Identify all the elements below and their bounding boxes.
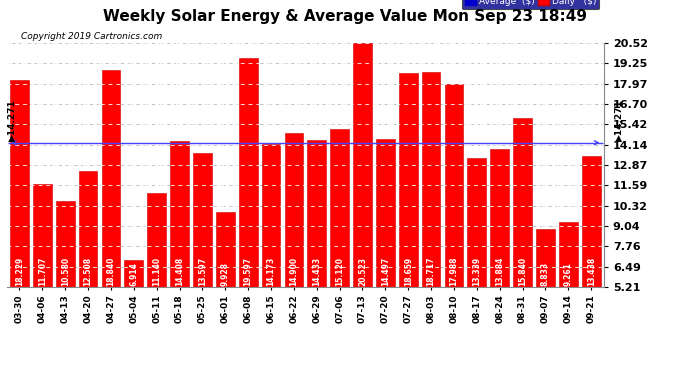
Bar <box>124 260 144 287</box>
Text: 11.140: 11.140 <box>152 256 161 286</box>
Bar <box>216 212 235 287</box>
Text: 18.659: 18.659 <box>404 256 413 286</box>
Text: 11.707: 11.707 <box>38 256 47 286</box>
Bar <box>79 171 97 287</box>
Bar <box>284 133 304 287</box>
Bar <box>491 149 509 287</box>
Text: 13.438: 13.438 <box>586 256 595 286</box>
Bar <box>331 129 349 287</box>
Bar <box>101 70 120 287</box>
Text: 18.229: 18.229 <box>15 256 24 286</box>
Text: Copyright 2019 Cartronics.com: Copyright 2019 Cartronics.com <box>21 32 162 41</box>
Text: 17.988: 17.988 <box>449 256 458 286</box>
Text: 14.408: 14.408 <box>175 256 184 286</box>
Bar <box>262 144 280 287</box>
Bar <box>444 84 464 287</box>
Bar <box>467 158 486 287</box>
Text: 13.339: 13.339 <box>473 256 482 286</box>
Text: 19.597: 19.597 <box>244 256 253 286</box>
Text: 14.173: 14.173 <box>266 256 275 286</box>
Bar <box>559 222 578 287</box>
Bar <box>399 73 417 287</box>
Text: 12.508: 12.508 <box>83 256 92 286</box>
Text: 14.900: 14.900 <box>289 256 298 286</box>
Text: 9.928: 9.928 <box>221 262 230 286</box>
Bar <box>239 58 257 287</box>
Bar <box>582 156 600 287</box>
Text: 13.884: 13.884 <box>495 256 504 286</box>
Legend: Average  ($), Daily   ($): Average ($), Daily ($) <box>462 0 599 9</box>
Text: 10.580: 10.580 <box>61 256 70 286</box>
Text: 14.433: 14.433 <box>313 256 322 286</box>
Bar <box>33 183 52 287</box>
Text: 9.261: 9.261 <box>564 262 573 286</box>
Text: 8.833: 8.833 <box>541 261 550 286</box>
Bar <box>422 72 440 287</box>
Bar <box>536 229 555 287</box>
Bar <box>193 153 212 287</box>
Bar <box>170 141 189 287</box>
Bar <box>10 80 29 287</box>
Text: 18.717: 18.717 <box>426 256 435 286</box>
Text: 15.120: 15.120 <box>335 256 344 286</box>
Text: 14.497: 14.497 <box>381 256 390 286</box>
Bar <box>56 201 75 287</box>
Bar <box>376 139 395 287</box>
Text: 15.840: 15.840 <box>518 256 527 286</box>
Text: ▶14.271: ▶14.271 <box>8 99 17 141</box>
Text: ▶14.271: ▶14.271 <box>615 99 624 141</box>
Bar <box>147 192 166 287</box>
Text: 20.523: 20.523 <box>358 256 367 286</box>
Text: Weekly Solar Energy & Average Value Mon Sep 23 18:49: Weekly Solar Energy & Average Value Mon … <box>103 9 587 24</box>
Bar <box>353 43 372 287</box>
Text: 6.914: 6.914 <box>129 262 138 286</box>
Text: 13.597: 13.597 <box>198 256 207 286</box>
Bar <box>307 140 326 287</box>
Bar <box>513 118 532 287</box>
Text: 18.840: 18.840 <box>106 256 115 286</box>
